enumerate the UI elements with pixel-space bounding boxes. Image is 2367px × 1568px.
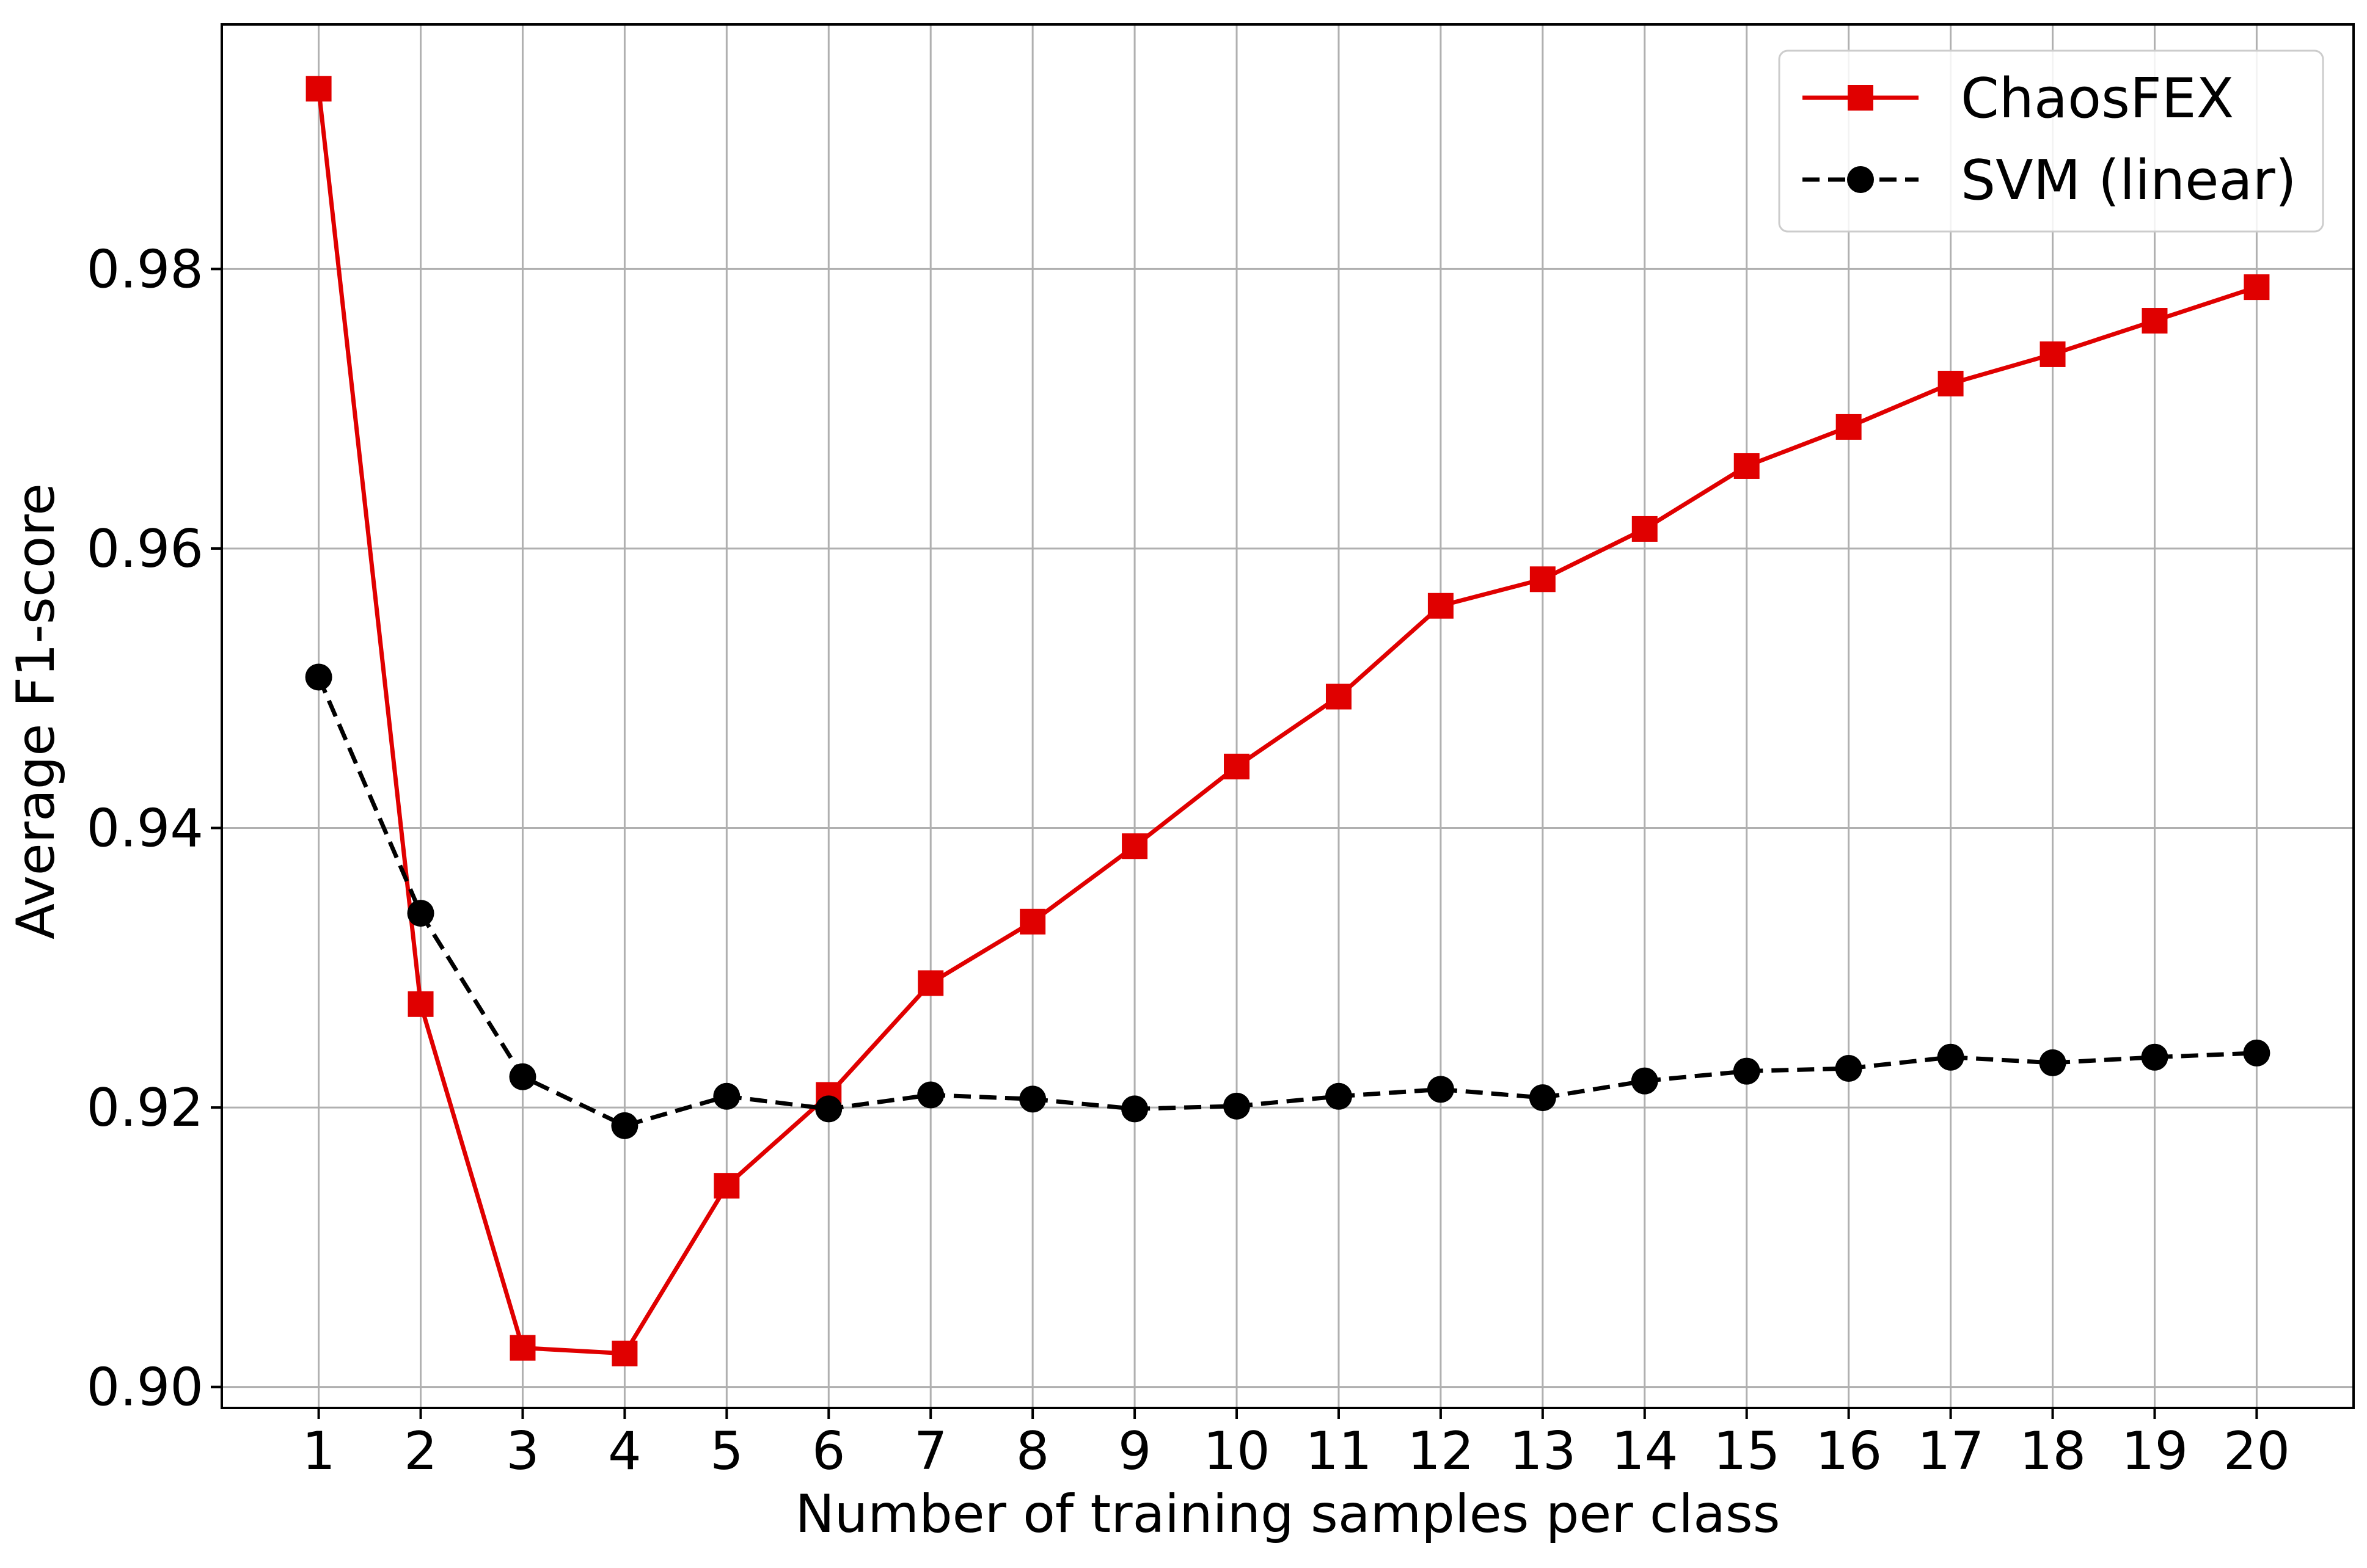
- data-point: [2243, 1039, 2270, 1067]
- series-0: [305, 76, 2270, 1366]
- x-tick-label: 10: [1203, 1421, 1270, 1482]
- x-tick-label: 2: [404, 1421, 437, 1482]
- data-point: [1224, 753, 1250, 779]
- data-point: [1529, 566, 1556, 593]
- data-point: [1122, 833, 1148, 859]
- x-tick-label: 11: [1305, 1421, 1372, 1482]
- x-tick-label: 17: [1917, 1421, 1984, 1482]
- legend-label: SVM (linear): [1961, 148, 2297, 213]
- data-point: [713, 1082, 741, 1110]
- data-point: [1019, 1085, 1047, 1113]
- data-point: [612, 1340, 638, 1366]
- data-point: [408, 991, 434, 1017]
- plot-series: [305, 76, 2270, 1366]
- x-tick-label: 9: [1118, 1421, 1152, 1482]
- data-point: [611, 1112, 638, 1139]
- data-point: [1631, 1067, 1658, 1095]
- legend-label: ChaosFEX: [1961, 67, 2234, 131]
- data-point: [2039, 1049, 2066, 1076]
- data-point: [2040, 341, 2066, 367]
- x-tick-label: 12: [1407, 1421, 1474, 1482]
- x-tick-label: 8: [1016, 1421, 1050, 1482]
- y-tick-label: 0.94: [87, 798, 203, 859]
- data-point: [2244, 274, 2270, 301]
- x-tick-label: 1: [302, 1421, 335, 1482]
- data-point: [1733, 453, 1760, 479]
- x-tick-label: 20: [2223, 1421, 2290, 1482]
- x-axis-label: Number of training samples per class: [795, 1484, 1780, 1545]
- x-tick-label: 19: [2121, 1421, 2188, 1482]
- x-tick-label: 6: [812, 1421, 846, 1482]
- data-point: [1121, 1095, 1149, 1123]
- data-point: [1223, 1092, 1251, 1120]
- y-tick-label: 0.98: [87, 239, 203, 300]
- legend: ChaosFEX SVM (linear): [1778, 49, 2324, 233]
- series-1: [305, 663, 2270, 1139]
- series-line: [316, 88, 2258, 1356]
- x-tick-label: 7: [914, 1421, 948, 1482]
- y-axis-label: Average F1-score: [5, 483, 67, 939]
- data-point: [1733, 1057, 1760, 1085]
- data-point: [407, 900, 434, 927]
- data-point: [714, 1173, 740, 1199]
- x-tick-label: 5: [710, 1421, 744, 1482]
- data-point: [918, 970, 944, 996]
- x-tick-label: 4: [608, 1421, 642, 1482]
- legend-marker: [1847, 166, 1874, 193]
- data-point: [305, 76, 332, 102]
- data-point: [1427, 593, 1454, 619]
- series-line: [316, 676, 2257, 1128]
- x-tick-label: 18: [2019, 1421, 2086, 1482]
- plot-frame: [221, 23, 2355, 1409]
- legend-entry: ChaosFEX: [1802, 67, 2234, 131]
- data-point: [2141, 1043, 2168, 1071]
- legend-marker: [1848, 85, 1873, 111]
- legend-entry: SVM (linear): [1802, 148, 2297, 213]
- x-tick-label: 16: [1815, 1421, 1882, 1482]
- data-point: [1937, 1043, 1964, 1071]
- data-point: [510, 1335, 536, 1361]
- data-point: [917, 1081, 945, 1109]
- data-point: [1937, 370, 1964, 396]
- data-point: [1427, 1076, 1454, 1103]
- x-tick-label: 14: [1611, 1421, 1678, 1482]
- data-point: [1835, 414, 1862, 440]
- data-point: [2142, 308, 2168, 334]
- axis-ticks: 1 2 3 4 5 6 7 8 9 10 11 12 13 14 15 16 17 18 19 200.900.920…: [87, 239, 2291, 1482]
- data-point: [1325, 684, 1352, 710]
- data-point: [1529, 1084, 1556, 1112]
- data-point: [1835, 1055, 1862, 1082]
- y-tick-label: 0.92: [87, 1078, 203, 1139]
- x-tick-label: 15: [1713, 1421, 1780, 1482]
- x-tick-label: 3: [506, 1421, 540, 1482]
- y-tick-label: 0.90: [87, 1357, 203, 1418]
- data-point: [1020, 908, 1046, 935]
- y-tick-label: 0.96: [87, 519, 203, 580]
- data-point: [1631, 516, 1658, 542]
- grid: [222, 24, 2354, 1408]
- data-point: [815, 1095, 843, 1123]
- data-point: [1325, 1082, 1352, 1110]
- x-tick-label: 13: [1509, 1421, 1576, 1482]
- data-point: [305, 663, 332, 691]
- data-point: [509, 1063, 536, 1090]
